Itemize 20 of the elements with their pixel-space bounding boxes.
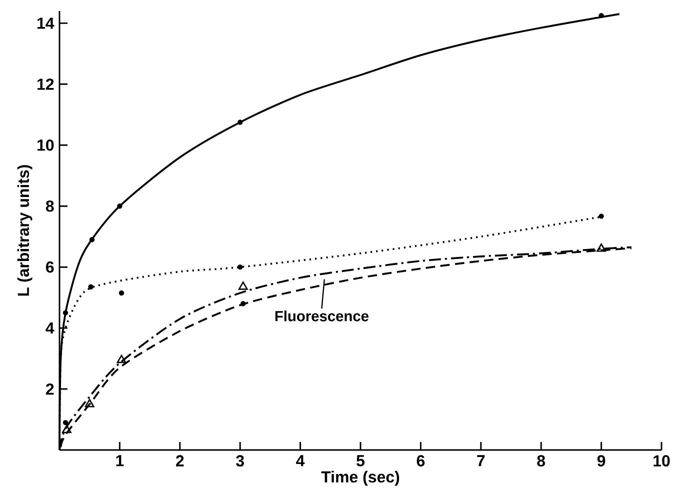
y-tick-label: 4 [46, 322, 54, 334]
x-tick-label: 7 [477, 455, 485, 466]
y-tick-label: 12 [38, 78, 54, 90]
x-axis-title: Time (sec) [321, 470, 400, 486]
x-tick-label: 3 [236, 455, 244, 467]
y-tick-label: 2 [46, 383, 54, 395]
y-tick-label: 10 [38, 139, 54, 151]
x-tick-label: 1 [116, 455, 124, 466]
x-tick-label: 4 [296, 455, 305, 466]
x-tick-label: 5 [356, 455, 364, 466]
y-tick-label: 6 [46, 261, 54, 273]
y-axis-title: L (arbitrary units) [17, 165, 32, 296]
x-tick-label: 10 [654, 455, 670, 466]
annotation: Fluorescence [275, 310, 368, 322]
x-tick-label: 2 [176, 455, 184, 466]
x-tick-label: 6 [416, 455, 425, 466]
y-tick-label: 14 [38, 18, 54, 29]
y-tick-label: 8 [46, 200, 54, 212]
x-tick-label: 9 [597, 455, 606, 466]
x-tick-label: 8 [537, 455, 546, 466]
